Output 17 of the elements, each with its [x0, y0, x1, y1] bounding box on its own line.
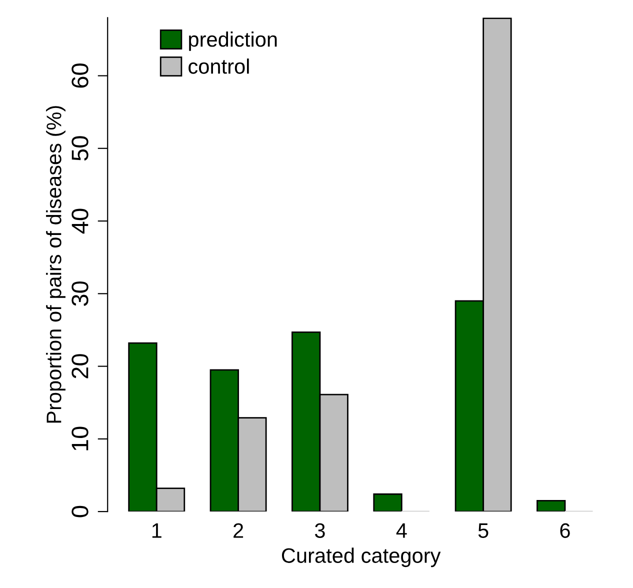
y-tick-label: 40 — [72, 208, 88, 234]
x-tick-label: 6 — [560, 523, 570, 538]
x-tick-label: 2 — [234, 523, 244, 538]
y-tick-label: 0 — [72, 506, 88, 518]
y-tick-label: 50 — [72, 136, 88, 161]
y-tick-label: 30 — [72, 281, 88, 306]
y-tick-label: 20 — [72, 354, 88, 378]
y-tick-label: 10 — [72, 426, 88, 450]
x-tick-label: 3 — [314, 523, 325, 538]
x-tick-label: 5 — [478, 523, 488, 538]
x-tick-label: 4 — [396, 523, 407, 538]
y-axis-title: Proportion of pairs of diseases (%) — [46, 106, 66, 423]
x-axis-title: Curated category — [282, 548, 441, 568]
legend-label: prediction — [189, 32, 277, 51]
x-tick-label: 1 — [152, 523, 162, 538]
legend-label: control — [188, 58, 249, 74]
y-tick-label: 60 — [72, 64, 88, 88]
